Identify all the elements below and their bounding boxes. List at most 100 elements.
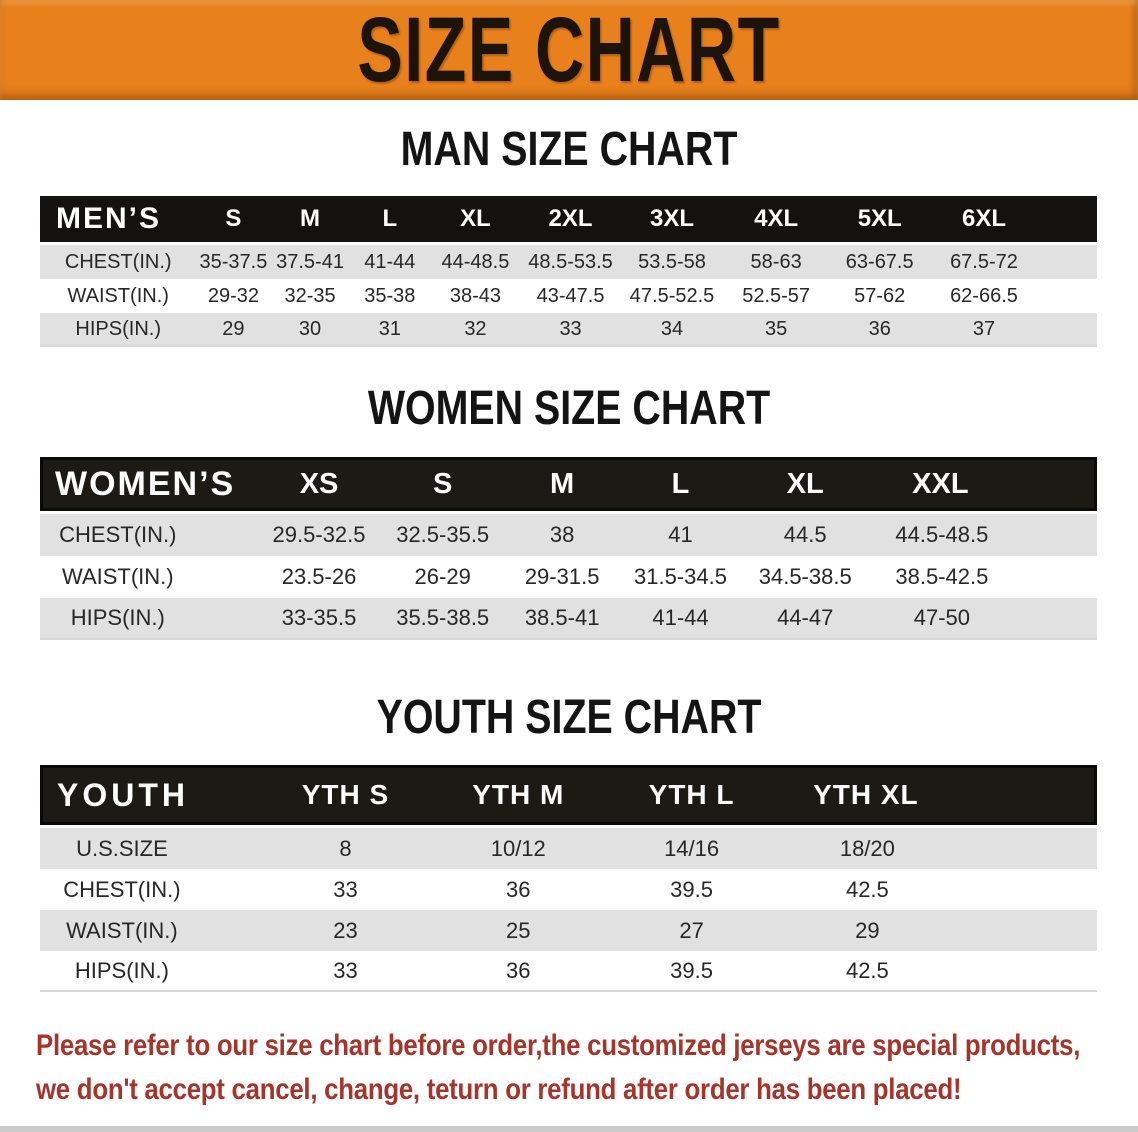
row-label: CHEST(IN.) xyxy=(40,514,256,556)
measurement-value: 41 xyxy=(621,514,740,556)
size-column-header: XL xyxy=(430,196,521,242)
row-label: WAIST(IN.) xyxy=(40,910,260,951)
measurement-value: 44.5 xyxy=(739,514,871,556)
size-chart-section-men: MAN SIZE CHART MEN’S S M L XL 2XL 3XL 4XL 5XL 6X… xyxy=(0,126,1138,347)
size-table: MEN’S S M L XL 2XL 3XL 4XL 5XL 6XL CHEST(IN.) 35-… xyxy=(40,196,1097,347)
measurement-value: 47-50 xyxy=(870,598,1097,640)
row-label: WAIST(IN.) xyxy=(40,279,197,313)
size-column-header: S xyxy=(196,196,271,242)
measurement-value: 39.5 xyxy=(605,869,778,910)
measurement-value: 44.5-48.5 xyxy=(870,514,1097,556)
measurement-value: 27 xyxy=(605,910,778,951)
measurement-value: 33-35.5 xyxy=(255,598,383,640)
size-column-header: YTH XL xyxy=(777,765,1097,825)
size-column-header: 3XL xyxy=(620,196,724,242)
measurement-value: 31 xyxy=(349,313,430,347)
measurement-value: 29-32 xyxy=(196,279,271,313)
header-gap xyxy=(40,825,1097,828)
measurement-value: 48.5-53.5 xyxy=(520,245,621,279)
measurement-row: HIPS(IN.) 33 36 39.5 42.5 xyxy=(40,951,1097,992)
table-group-label: MEN’S xyxy=(40,196,197,242)
measurement-value: 57-62 xyxy=(828,279,931,313)
section-heading: MAN SIZE CHART xyxy=(400,123,738,176)
measurement-value: 29 xyxy=(196,313,271,347)
measurement-value: 33 xyxy=(520,313,621,347)
measurement-value: 31.5-34.5 xyxy=(621,556,740,598)
measurement-value: 36 xyxy=(431,951,606,992)
measurement-row: CHEST(IN.) 33 36 39.5 42.5 xyxy=(40,869,1097,910)
measurement-value: 25 xyxy=(431,910,606,951)
size-header-row: YOUTH YTH S YTH M YTH L YTH XL xyxy=(40,765,1097,825)
size-column-header: 5XL xyxy=(828,196,931,242)
size-column-header: YTH M xyxy=(431,765,606,825)
table-group-label: YOUTH xyxy=(40,765,260,825)
measurement-value: 32 xyxy=(430,313,521,347)
measurement-row: HIPS(IN.) 33-35.5 35.5-38.5 38.5-41 41-44 44-… xyxy=(40,598,1097,640)
measurement-row: WAIST(IN.) 23.5-26 26-29 29-31.5 31.5-34.5 34… xyxy=(40,556,1097,598)
measurement-value: 42.5 xyxy=(777,951,1097,992)
size-header-row: MEN’S S M L XL 2XL 3XL 4XL 5XL 6XL xyxy=(40,196,1097,242)
header-gap xyxy=(40,511,1097,514)
measurement-value: 62-66.5 xyxy=(930,279,1097,313)
size-table: YOUTH YTH S YTH M YTH L YTH XL U.S.SIZE 8 10/… xyxy=(40,765,1097,992)
size-column-header: XL xyxy=(739,457,871,511)
section-heading: YOUTH SIZE CHART xyxy=(376,691,762,744)
measurement-value: 44-48.5 xyxy=(430,245,521,279)
size-column-header: YTH S xyxy=(259,765,432,825)
measurement-value: 42.5 xyxy=(777,869,1097,910)
measurement-value: 38-43 xyxy=(430,279,521,313)
measurement-value: 10/12 xyxy=(431,828,606,869)
size-column-header: XXL xyxy=(870,457,1097,511)
measurement-value: 35-37.5 xyxy=(196,245,271,279)
measurement-value: 37.5-41 xyxy=(270,245,350,279)
size-column-header: 6XL xyxy=(930,196,1097,242)
table-group-label: WOMEN’S xyxy=(40,457,256,511)
measurement-value: 38.5-41 xyxy=(502,598,622,640)
measurement-value: 41-44 xyxy=(621,598,740,640)
size-column-header: L xyxy=(621,457,740,511)
measurement-value: 41-44 xyxy=(349,245,430,279)
measurement-value: 26-29 xyxy=(382,556,503,598)
charts-container: MAN SIZE CHART MEN’S S M L XL 2XL 3XL 4XL 5XL 6X… xyxy=(0,126,1138,992)
measurement-row: CHEST(IN.) 35-37.5 37.5-41 41-44 44-48.5 48.5… xyxy=(40,245,1097,279)
size-header-row: WOMEN’S XS S M L XL XXL xyxy=(40,457,1097,511)
size-chart-section-youth: YOUTH SIZE CHART YOUTH YTH S YTH M YTH L YT… xyxy=(0,694,1138,992)
banner: SIZE CHART xyxy=(0,0,1138,100)
measurement-value: 32.5-35.5 xyxy=(382,514,503,556)
measurement-value: 33 xyxy=(259,869,432,910)
header-gap xyxy=(40,242,1097,245)
size-column-header: 2XL xyxy=(520,196,621,242)
measurement-row: WAIST(IN.) 29-32 32-35 35-38 38-43 43-47.5 47.… xyxy=(40,279,1097,313)
measurement-value: 29.5-32.5 xyxy=(255,514,383,556)
measurement-value: 23.5-26 xyxy=(255,556,383,598)
banner-title: SIZE CHART xyxy=(357,0,781,101)
measurement-value: 29-31.5 xyxy=(502,556,622,598)
measurement-value: 35-38 xyxy=(349,279,430,313)
size-column-header: S xyxy=(382,457,503,511)
footer-note: Please refer to our size chart before or… xyxy=(0,1024,1138,1112)
size-column-header: XS xyxy=(255,457,383,511)
measurement-value: 47.5-52.5 xyxy=(620,279,724,313)
measurement-value: 36 xyxy=(828,313,931,347)
measurement-value: 33 xyxy=(259,951,432,992)
measurement-value: 38 xyxy=(502,514,622,556)
row-label: CHEST(IN.) xyxy=(40,869,260,910)
measurement-value: 58-63 xyxy=(723,245,829,279)
size-chart-section-women: WOMEN SIZE CHART WOMEN’S XS S M L XL XXL CHES… xyxy=(0,385,1138,640)
measurement-row: CHEST(IN.) 29.5-32.5 32.5-35.5 38 41 44.5 44.5… xyxy=(40,514,1097,556)
measurement-value: 18/20 xyxy=(777,828,1097,869)
measurement-value: 35 xyxy=(723,313,829,347)
measurement-value: 38.5-42.5 xyxy=(870,556,1097,598)
measurement-value: 34.5-38.5 xyxy=(739,556,871,598)
size-column-header: YTH L xyxy=(605,765,778,825)
size-column-header: M xyxy=(270,196,350,242)
measurement-value: 44-47 xyxy=(739,598,871,640)
measurement-value: 67.5-72 xyxy=(930,245,1097,279)
row-label: WAIST(IN.) xyxy=(40,556,256,598)
measurement-value: 34 xyxy=(620,313,724,347)
size-column-header: L xyxy=(349,196,430,242)
footer-line: Please refer to our size chart before or… xyxy=(36,1029,1081,1062)
measurement-value: 37 xyxy=(930,313,1097,347)
measurement-value: 53.5-58 xyxy=(620,245,724,279)
measurement-row: WAIST(IN.) 23 25 27 29 xyxy=(40,910,1097,951)
